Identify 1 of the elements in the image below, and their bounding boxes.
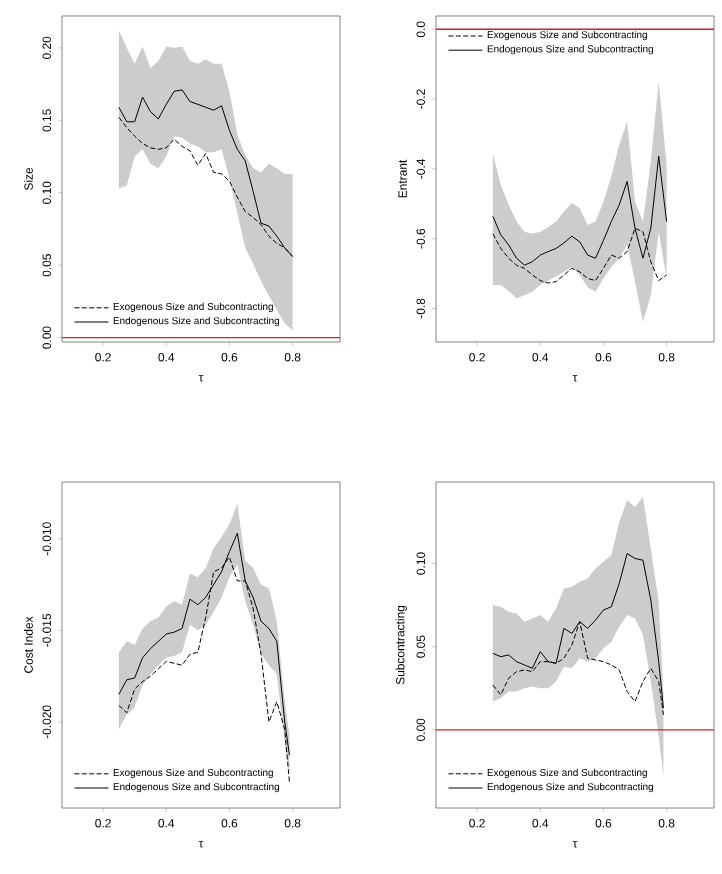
line-series [492, 553, 664, 709]
